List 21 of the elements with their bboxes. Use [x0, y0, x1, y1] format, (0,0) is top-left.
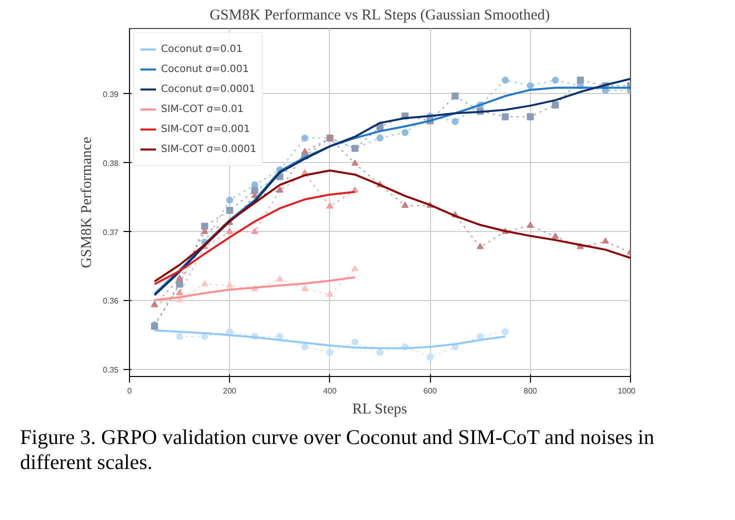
- y-axis-title: GSM8K Performance: [78, 136, 95, 268]
- y-tick-label: 0.37: [102, 228, 120, 237]
- legend-label: Coconut σ=0.001: [161, 62, 249, 76]
- legend-label: Coconut σ=0.0001: [161, 82, 256, 96]
- x-tick-label: 400: [323, 386, 338, 396]
- x-tick-label: 0: [127, 386, 132, 396]
- y-tick-label: 0.36: [102, 296, 120, 306]
- legend-label: SIM-COT σ=0.0001: [161, 142, 256, 156]
- x-tick-label: 600: [423, 386, 438, 396]
- y-tick-label: 0.39: [102, 90, 120, 99]
- x-tick-label: 1000: [618, 386, 636, 396]
- x-tick-label: 200: [223, 386, 237, 396]
- legend-label: Coconut σ=0.01: [161, 42, 242, 56]
- chart-title: GSM8K Performance vs RL Steps (Gaussian Smoothed): [210, 8, 550, 24]
- caption: Figure 3. GRPO validation curve over Coconut and SIM-CoT and noises in different scales.: [20, 425, 656, 476]
- y-tick-label: 0.35: [102, 366, 120, 375]
- x-tick-label: 800: [524, 386, 538, 396]
- y-tick-label: 0.38: [102, 158, 120, 168]
- legend-label: SIM-COT σ=0.001: [161, 122, 250, 136]
- legend-label: SIM-COT σ=0.01: [161, 102, 244, 116]
- x-axis-title: RL Steps: [352, 402, 408, 418]
